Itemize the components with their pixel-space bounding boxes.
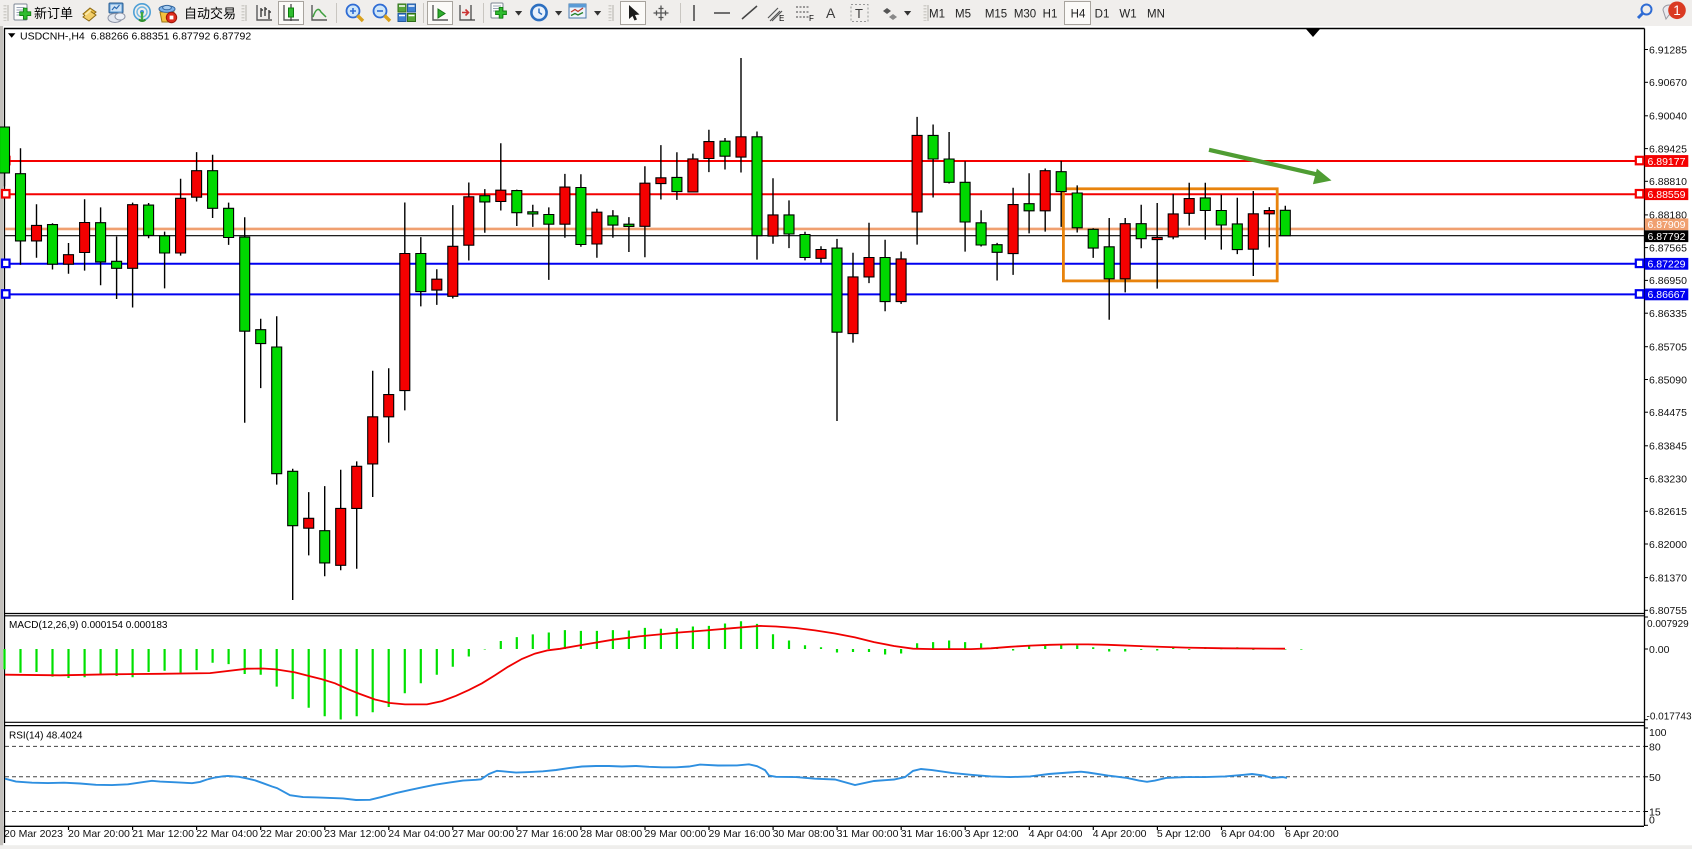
svg-text:F: F (809, 14, 814, 23)
svg-text:5 Apr 12:00: 5 Apr 12:00 (1157, 828, 1211, 840)
svg-text:20 Mar 20:00: 20 Mar 20:00 (68, 828, 130, 840)
svg-text:新订单: 新订单 (34, 6, 73, 21)
svg-text:6.82615: 6.82615 (1649, 506, 1687, 518)
svg-text:6.87565: 6.87565 (1649, 242, 1687, 254)
svg-text:22 Mar 04:00: 22 Mar 04:00 (196, 828, 258, 840)
svg-text:RSI(14) 48.4024: RSI(14) 48.4024 (9, 731, 83, 742)
svg-text:0.00: 0.00 (1649, 644, 1670, 656)
svg-text:6.83845: 6.83845 (1649, 441, 1687, 453)
svg-text:H4: H4 (1071, 9, 1086, 21)
svg-text:3 Apr 12:00: 3 Apr 12:00 (965, 828, 1019, 840)
svg-text:4 Apr 20:00: 4 Apr 20:00 (1093, 828, 1147, 840)
svg-text:28 Mar 08:00: 28 Mar 08:00 (580, 828, 642, 840)
svg-text:6.87909: 6.87909 (1648, 219, 1686, 231)
svg-text:21 Mar 12:00: 21 Mar 12:00 (132, 828, 194, 840)
svg-text:6.86950: 6.86950 (1649, 275, 1687, 287)
svg-text:自动交易: 自动交易 (184, 6, 236, 21)
svg-text:W1: W1 (1119, 9, 1136, 21)
svg-text:20 Mar 2023: 20 Mar 2023 (4, 828, 63, 840)
svg-text:6.91285: 6.91285 (1649, 44, 1687, 56)
svg-text:0.007929: 0.007929 (1647, 619, 1689, 630)
svg-text:23 Mar 12:00: 23 Mar 12:00 (324, 828, 386, 840)
svg-text:80: 80 (1649, 741, 1661, 753)
svg-text:6.87229: 6.87229 (1648, 259, 1686, 271)
svg-text:A: A (826, 5, 836, 21)
svg-text:6.86667: 6.86667 (1648, 289, 1686, 301)
svg-text:1: 1 (1673, 3, 1681, 18)
svg-text:31 Mar 00:00: 31 Mar 00:00 (837, 828, 899, 840)
svg-text:6.90040: 6.90040 (1649, 111, 1687, 123)
svg-text:6.88810: 6.88810 (1649, 176, 1687, 188)
svg-text:6.83230: 6.83230 (1649, 473, 1687, 485)
svg-text:6.88559: 6.88559 (1648, 189, 1686, 201)
svg-text:M15: M15 (985, 9, 1007, 21)
svg-text:4 Apr 04:00: 4 Apr 04:00 (1029, 828, 1083, 840)
svg-text:-0.017743: -0.017743 (1647, 712, 1692, 723)
svg-text:6.82000: 6.82000 (1649, 539, 1687, 551)
svg-text:29 Mar 00:00: 29 Mar 00:00 (645, 828, 707, 840)
svg-text:H1: H1 (1043, 9, 1058, 21)
svg-text:6.87792: 6.87792 (1648, 231, 1686, 243)
svg-text:6.84475: 6.84475 (1649, 407, 1687, 419)
svg-text:M1: M1 (929, 9, 945, 21)
svg-text:M5: M5 (955, 9, 971, 21)
svg-text:27 Mar 00:00: 27 Mar 00:00 (452, 828, 514, 840)
svg-text:30 Mar 08:00: 30 Mar 08:00 (773, 828, 835, 840)
svg-text:29 Mar 16:00: 29 Mar 16:00 (709, 828, 771, 840)
svg-text:27 Mar 16:00: 27 Mar 16:00 (516, 828, 578, 840)
svg-text:6.85090: 6.85090 (1649, 374, 1687, 386)
svg-text:0: 0 (1649, 814, 1655, 826)
svg-text:22 Mar 20:00: 22 Mar 20:00 (260, 828, 322, 840)
svg-text:24 Mar 04:00: 24 Mar 04:00 (388, 828, 450, 840)
svg-text:D1: D1 (1095, 9, 1110, 21)
svg-text:6.85705: 6.85705 (1649, 342, 1687, 354)
svg-text:MN: MN (1147, 9, 1165, 21)
svg-text:T: T (855, 6, 863, 21)
svg-text:6 Apr 20:00: 6 Apr 20:00 (1285, 828, 1339, 840)
svg-text:31 Mar 16:00: 31 Mar 16:00 (901, 828, 963, 840)
svg-text:6.89425: 6.89425 (1649, 143, 1687, 155)
svg-text:100: 100 (1649, 727, 1667, 739)
svg-text:E: E (779, 14, 784, 23)
svg-text:6.86335: 6.86335 (1649, 308, 1687, 320)
svg-text:6.80755: 6.80755 (1649, 605, 1687, 617)
svg-text:6.90670: 6.90670 (1649, 77, 1687, 89)
svg-text:50: 50 (1649, 772, 1661, 784)
svg-text:MACD(12,26,9) 0.000154 0.00018: MACD(12,26,9) 0.000154 0.000183 (9, 620, 168, 631)
svg-text:USDCNH-,H4 6.88266 6.88351 6.: USDCNH-,H4 6.88266 6.88351 6.87792 6.877… (20, 31, 251, 43)
svg-text:6.81370: 6.81370 (1649, 572, 1687, 584)
svg-text:6.89177: 6.89177 (1648, 156, 1686, 168)
svg-text:6 Apr 04:00: 6 Apr 04:00 (1221, 828, 1275, 840)
svg-text:15: 15 (1649, 806, 1661, 818)
svg-text:M30: M30 (1014, 9, 1036, 21)
